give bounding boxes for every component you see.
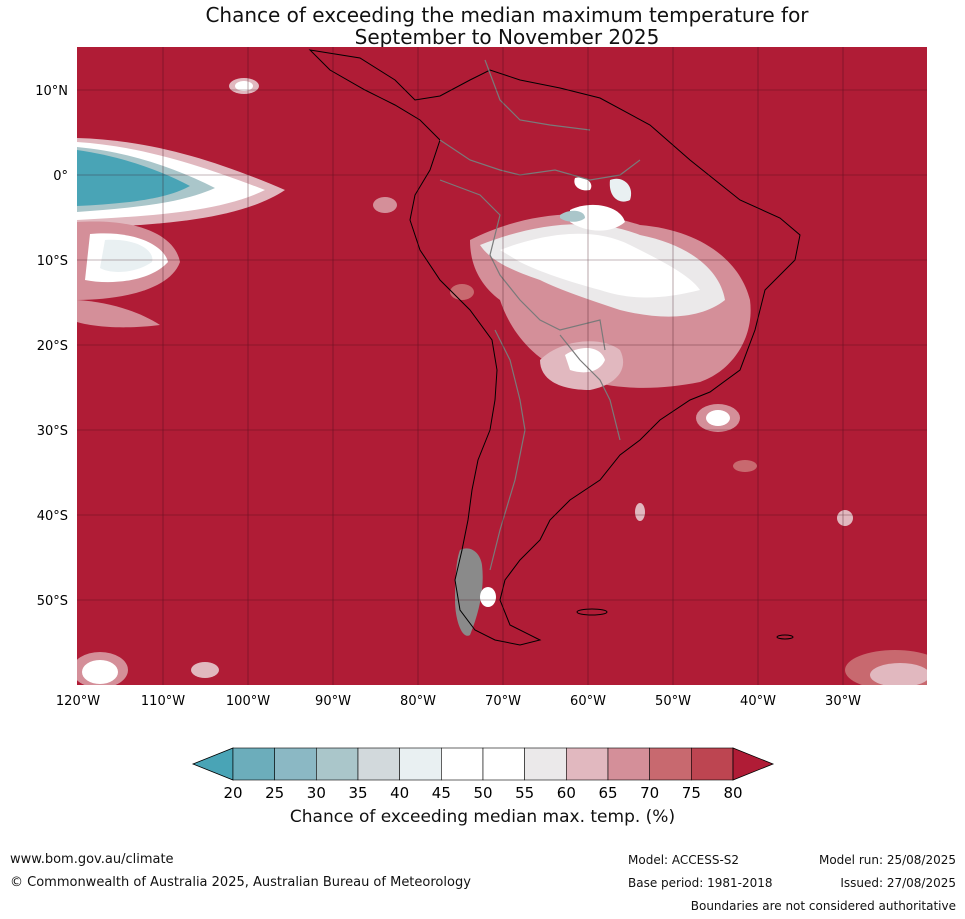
lon-tick: 60°W [570, 694, 606, 709]
colorbar-tick: 55 [515, 784, 534, 802]
copyright-text: © Commonwealth of Australia 2025, Austra… [10, 875, 471, 890]
lon-tick: 80°W [400, 694, 436, 709]
lat-tick: 30°S [37, 424, 68, 439]
gridlines [77, 47, 927, 685]
colorbar-tick: 80 [723, 784, 742, 802]
colorbar-tick: 30 [307, 784, 326, 802]
title-line-1: Chance of exceeding the median maximum t… [205, 3, 809, 27]
map-title: Chance of exceeding the median maximum t… [0, 4, 965, 48]
background-fill [77, 47, 927, 685]
colorbar-tick: 50 [473, 784, 492, 802]
issued-text: Issued: 27/08/2025 [840, 876, 956, 890]
colorbar-segment [566, 747, 609, 781]
map-panel [77, 47, 927, 685]
lat-tick: 10°N [35, 84, 68, 99]
colorbar-label: Chance of exceeding median max. temp. (%… [289, 807, 676, 827]
colorbar-tick: 20 [223, 784, 242, 802]
coastline [308, 49, 801, 646]
colorbar-tick: 75 [682, 784, 701, 802]
title-line-2: September to November 2025 [354, 25, 660, 49]
lat-tick: 50°S [37, 594, 68, 609]
colorbar-extend-low [191, 747, 234, 781]
lat-tick: 10°S [37, 254, 68, 269]
website-text: www.bom.gov.au/climate [10, 852, 174, 867]
colorbar-tick: 65 [598, 784, 617, 802]
lat-tick: 20°S [37, 339, 68, 354]
base-period-text: Base period: 1981-2018 [628, 876, 773, 890]
disclaimer-text: Boundaries are not considered authoritat… [690, 899, 956, 913]
lon-tick: 100°W [226, 694, 270, 709]
colorbar-segment [357, 747, 400, 781]
colorbar-segment [274, 747, 317, 781]
lon-tick: 40°W [740, 694, 776, 709]
lon-tick: 110°W [141, 694, 185, 709]
amazon-pale-region [470, 177, 751, 390]
model-text: Model: ACCESS-S2 [628, 853, 740, 867]
lat-tick-labels: 10°N 0° 10°S 20°S 30°S 40°S 50°S [35, 84, 68, 609]
lon-tick: 30°W [825, 694, 861, 709]
lon-tick: 90°W [315, 694, 351, 709]
patagonia-grey [455, 548, 483, 636]
colorbar: 20 25 30 35 40 45 50 55 60 65 70 75 80 [191, 747, 775, 802]
colorbar-tick: 70 [640, 784, 659, 802]
colorbar-segment [607, 747, 650, 781]
colorbar-tick: 25 [265, 784, 284, 802]
colorbar-segment [441, 747, 484, 781]
colorbar-segment [232, 747, 275, 781]
colorbar-segment [524, 747, 567, 781]
lon-tick-labels: 120°W 110°W 100°W 90°W 80°W 70°W 60°W 50… [56, 694, 861, 709]
colorbar-tick: 60 [557, 784, 576, 802]
colorbar-segment [399, 747, 442, 781]
lon-tick: 120°W [56, 694, 100, 709]
colorbar-tick: 40 [390, 784, 409, 802]
colorbar-segment [482, 747, 525, 781]
lat-tick: 0° [53, 169, 68, 184]
model-run-text: Model run: 25/08/2025 [818, 853, 956, 867]
colorbar-segment [316, 747, 359, 781]
pacific-south-band [77, 221, 180, 328]
colorbar-segment [649, 747, 692, 781]
lat-tick: 40°S [37, 509, 68, 524]
colorbar-tick: 45 [432, 784, 451, 802]
lon-tick: 70°W [485, 694, 521, 709]
pacific-cool-anomaly [77, 138, 285, 228]
colorbar-tick: 35 [348, 784, 367, 802]
colorbar-extend-high [732, 747, 775, 781]
colorbar-segment [691, 747, 734, 781]
lon-tick: 50°W [655, 694, 691, 709]
